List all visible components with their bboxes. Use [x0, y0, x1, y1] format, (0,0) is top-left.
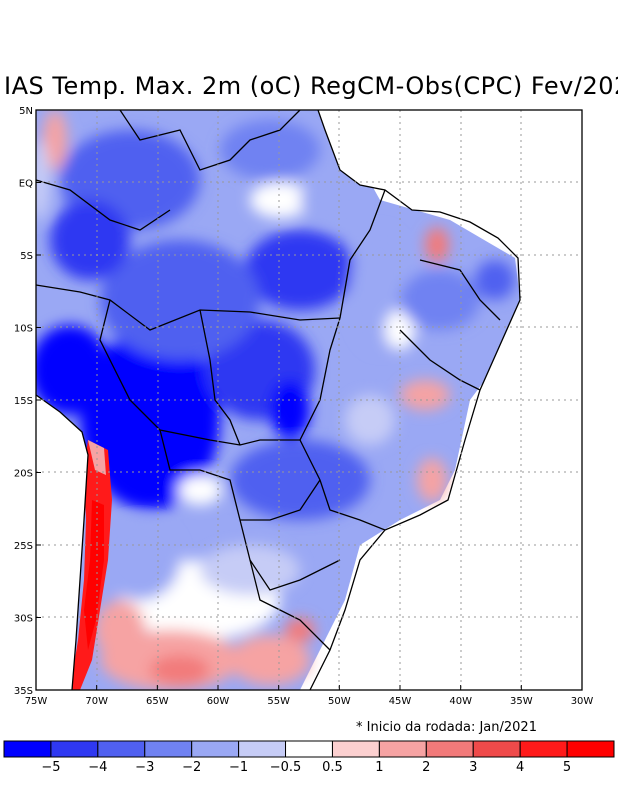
colorbar-swatch — [519, 740, 568, 758]
latitude-axis: 5N EQ 5S 10S 15S 20S 25S 30S 35S — [14, 106, 41, 697]
run-start-note: * Inicio da rodada: Jan/2021 — [356, 720, 537, 735]
colorbar-label: 0.5 — [322, 760, 343, 775]
colorbar-label: −2 — [182, 760, 201, 775]
colorbar-label: 3 — [469, 760, 477, 775]
lat-tick-label: 25S — [14, 541, 33, 552]
colorbar-swatch — [425, 740, 474, 758]
colorbar-swatch — [285, 740, 333, 758]
colorbar-label: 5 — [563, 760, 571, 775]
colorbar-label: −3 — [135, 760, 154, 775]
colorbar-label: 4 — [516, 760, 524, 775]
lat-tick-label: 15S — [14, 396, 33, 407]
colorbar-swatch — [238, 740, 287, 758]
colorbar-swatch — [97, 740, 146, 758]
map-gridlines — [36, 110, 582, 690]
colorbar-label: 2 — [422, 760, 430, 775]
colorbar-label: −5 — [41, 760, 60, 775]
longitude-axis: 75W 70W 65W 60W 55W 50W 45W 40W 35W 30W — [25, 685, 594, 707]
lon-tick-label: 65W — [146, 696, 169, 707]
colorbar-swatch — [50, 740, 99, 758]
colorbar-swatch — [378, 740, 427, 758]
lat-tick-label: 5N — [19, 106, 33, 117]
colorbar-swatch — [3, 740, 52, 758]
colorbar: −5 −4 −3 −2 −1 −0.5 0.5 1 2 3 4 5 — [3, 740, 615, 775]
colorbar-label: 1 — [375, 760, 383, 775]
lon-tick-label: 40W — [449, 696, 472, 707]
lon-tick-label: 75W — [25, 696, 48, 707]
lat-tick-label: 20S — [14, 469, 33, 480]
colorbar-swatch — [331, 740, 380, 758]
colorbar-label: −1 — [229, 760, 248, 775]
lat-tick-label: 30S — [14, 614, 33, 625]
colorbar-swatch — [566, 740, 615, 758]
lon-tick-label: 35W — [510, 696, 533, 707]
colorbar-swatch — [191, 740, 240, 758]
lat-tick-label: EQ — [19, 179, 33, 190]
lon-tick-label: 70W — [85, 696, 108, 707]
colorbar-swatch — [144, 740, 193, 758]
colorbar-label: −0.5 — [270, 760, 302, 775]
lon-tick-label: 30W — [571, 696, 594, 707]
lat-tick-label: 10S — [14, 324, 33, 335]
coastlines-borders — [35, 109, 521, 691]
lon-tick-label: 50W — [328, 696, 351, 707]
colorbar-swatch — [472, 740, 521, 758]
anomaly-map: 75W 70W 65W 60W 55W 50W 45W 40W 35W 30W 5N EQ 5S 10S… — [14, 106, 594, 707]
lon-tick-label: 45W — [389, 696, 412, 707]
colorbar-label: −4 — [88, 760, 107, 775]
lat-tick-label: 35S — [14, 686, 33, 697]
map-title: IAS Temp. Max. 2m (oC) RegCM-Obs(CPC) Fe… — [4, 72, 618, 100]
lat-tick-label: 5S — [20, 251, 33, 262]
lon-tick-label: 55W — [267, 696, 290, 707]
lon-tick-label: 60W — [207, 696, 230, 707]
